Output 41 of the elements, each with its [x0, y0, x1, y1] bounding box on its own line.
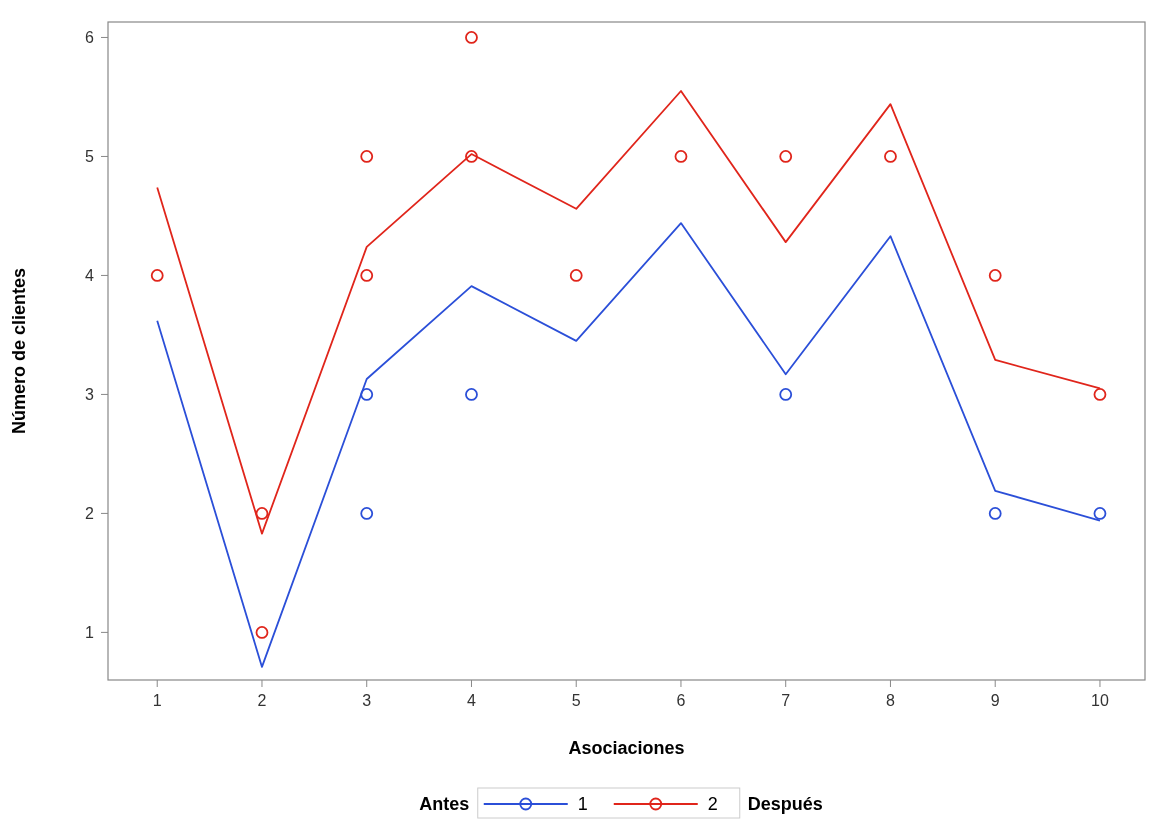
x-axis-title: Asociaciones [568, 738, 685, 758]
x-tick-label: 8 [886, 692, 896, 709]
point [1093, 507, 1107, 520]
point [360, 507, 374, 520]
point [465, 150, 478, 163]
x-tick-label: 4 [467, 692, 477, 709]
point [884, 150, 897, 163]
y-axis-title: Número de clientes [9, 267, 29, 435]
point [988, 507, 1002, 520]
text: Después [747, 794, 823, 814]
y-tick-label: 3 [85, 386, 95, 404]
point [465, 388, 478, 401]
point [779, 388, 793, 401]
x-tick-label: 7 [781, 692, 791, 709]
point [1093, 388, 1107, 401]
x-tick-label: 3 [362, 692, 372, 709]
y-tick-label: 5 [85, 148, 95, 166]
point [360, 269, 374, 282]
legend-title: Antes [419, 794, 470, 814]
point [465, 31, 478, 44]
point [255, 507, 269, 520]
point [255, 626, 269, 639]
legend-label: 2 [707, 794, 718, 814]
point [674, 150, 688, 163]
y-tick-label: 2 [85, 505, 95, 523]
y-tick-label: 4 [85, 267, 95, 285]
x-tick-label: 10 [1091, 692, 1109, 709]
x-tick-label: 6 [676, 692, 686, 709]
point [360, 150, 374, 163]
legend-label: 1 [577, 794, 588, 814]
x-tick-label: 1 [152, 692, 162, 709]
x-tick-label: 5 [571, 692, 581, 709]
point [360, 388, 374, 401]
y-tick-label: 1 [85, 624, 95, 642]
point [988, 269, 1002, 282]
y-tick-label: 6 [85, 29, 95, 47]
x-tick-label: 9 [990, 692, 1000, 709]
point [569, 269, 583, 282]
point [779, 150, 793, 163]
x-tick-label: 2 [257, 692, 267, 709]
point [150, 269, 164, 282]
